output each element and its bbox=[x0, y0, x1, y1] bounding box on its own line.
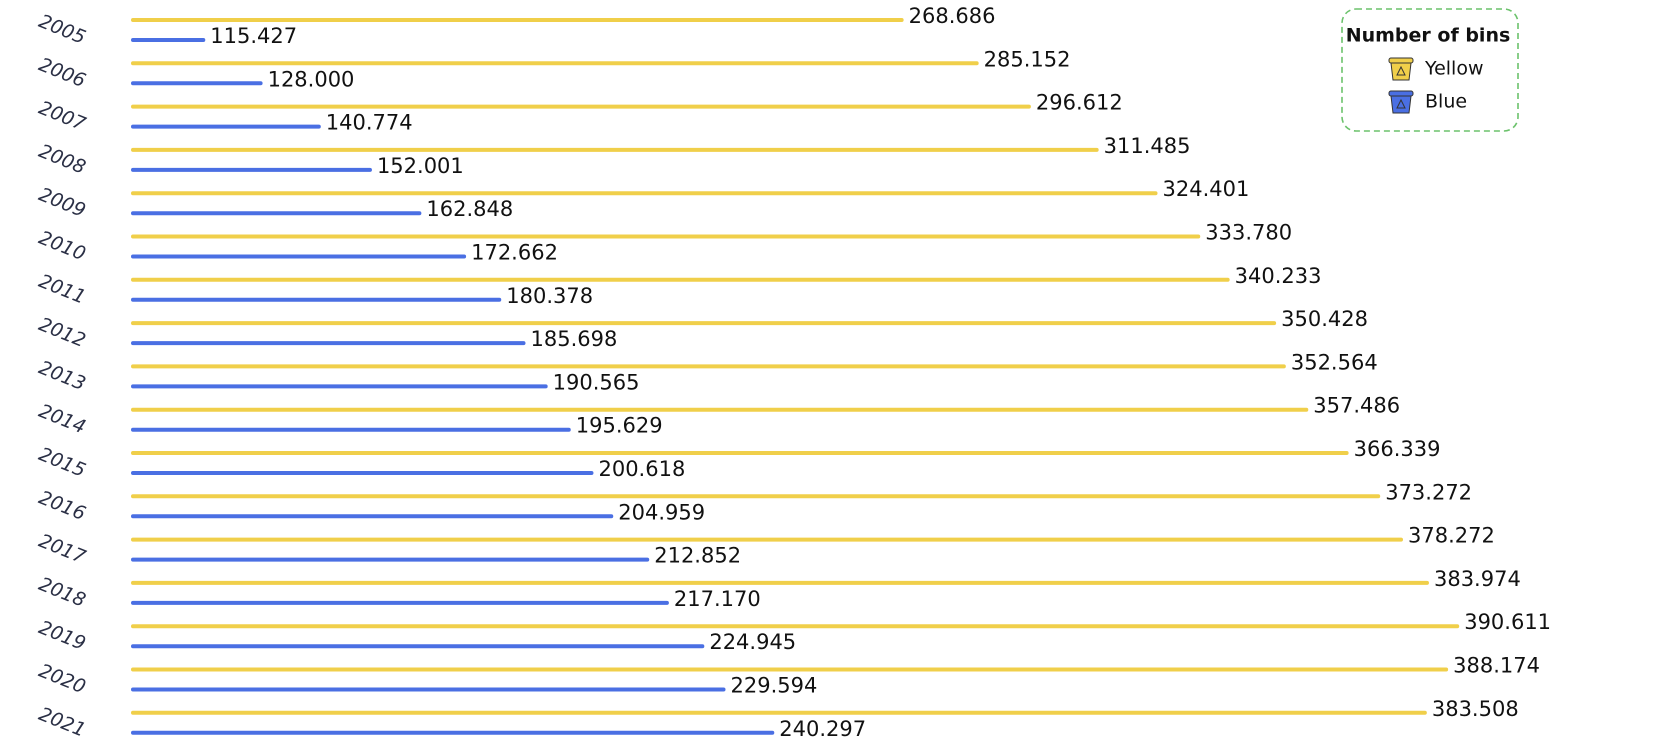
value-label: 388.174 bbox=[1453, 654, 1540, 678]
value-label: 311.485 bbox=[1104, 134, 1191, 158]
y-tick-label: 2006 bbox=[36, 54, 89, 93]
y-tick-label: 2017 bbox=[36, 530, 89, 569]
legend-label: Blue bbox=[1425, 91, 1467, 113]
y-tick-label: 2016 bbox=[36, 487, 89, 526]
value-label: 200.618 bbox=[598, 457, 685, 481]
value-label: 240.297 bbox=[779, 717, 866, 741]
y-tick-label: 2010 bbox=[36, 227, 89, 266]
value-label: 373.272 bbox=[1385, 480, 1472, 504]
value-label: 383.974 bbox=[1434, 567, 1521, 591]
value-label: 296.612 bbox=[1036, 91, 1123, 115]
value-label: 268.686 bbox=[909, 4, 996, 28]
value-label: 115.427 bbox=[210, 24, 297, 48]
bin-lid bbox=[1388, 90, 1414, 97]
value-label: 324.401 bbox=[1163, 177, 1250, 201]
value-label: 333.780 bbox=[1205, 221, 1292, 245]
value-label: 162.848 bbox=[426, 197, 513, 221]
value-label: 140.774 bbox=[326, 111, 413, 135]
y-tick-label: 2014 bbox=[36, 400, 89, 439]
y-tick-label: 2011 bbox=[36, 270, 89, 309]
legend-icon bbox=[1388, 90, 1414, 114]
value-label: 190.565 bbox=[553, 370, 640, 394]
value-label: 390.611 bbox=[1464, 610, 1551, 634]
y-tick-label: 2005 bbox=[36, 10, 89, 49]
legend-title: Number of bins bbox=[1346, 25, 1511, 47]
value-label: 185.698 bbox=[530, 327, 617, 351]
value-label: 212.852 bbox=[654, 544, 741, 568]
legend-frame bbox=[1341, 8, 1519, 132]
value-label: 229.594 bbox=[731, 674, 818, 698]
y-tick-label: 2020 bbox=[36, 660, 89, 699]
y-tick-label: 2018 bbox=[36, 573, 89, 612]
bin-symbol bbox=[1396, 98, 1406, 109]
value-label: 340.233 bbox=[1235, 264, 1322, 288]
value-label: 285.152 bbox=[984, 47, 1071, 71]
legend-label: Yellow bbox=[1424, 58, 1484, 80]
value-label: 204.959 bbox=[618, 500, 705, 524]
y-tick-label: 2008 bbox=[36, 140, 89, 179]
value-label: 350.428 bbox=[1281, 307, 1368, 331]
value-label: 366.339 bbox=[1354, 437, 1441, 461]
y-tick-label: 2007 bbox=[36, 97, 89, 136]
value-label: 357.486 bbox=[1313, 394, 1400, 418]
value-label: 152.001 bbox=[377, 154, 464, 178]
value-label: 217.170 bbox=[674, 587, 761, 611]
value-label: 383.508 bbox=[1432, 697, 1519, 721]
y-tick-label: 2013 bbox=[36, 357, 89, 396]
bin-lid bbox=[1388, 57, 1414, 64]
value-label: 172.662 bbox=[471, 241, 558, 265]
legend: Number of bins Yellow Blue bbox=[1341, 8, 1519, 132]
y-tick-label: 2019 bbox=[36, 616, 89, 655]
value-label: 180.378 bbox=[506, 284, 593, 308]
bin-body bbox=[1390, 95, 1412, 114]
value-label: 352.564 bbox=[1291, 350, 1378, 374]
bin-body bbox=[1390, 62, 1412, 81]
legend-icon bbox=[1388, 57, 1414, 81]
value-label: 378.272 bbox=[1408, 524, 1495, 548]
value-label: 128.000 bbox=[268, 67, 355, 91]
y-tick-label: 2015 bbox=[36, 443, 89, 482]
bin-symbol bbox=[1396, 65, 1406, 76]
y-tick-label: 2012 bbox=[36, 313, 89, 352]
value-label: 195.629 bbox=[576, 414, 663, 438]
y-tick-label: 2021 bbox=[36, 703, 89, 742]
y-tick-label: 2009 bbox=[36, 183, 89, 222]
value-label: 224.945 bbox=[709, 630, 796, 654]
